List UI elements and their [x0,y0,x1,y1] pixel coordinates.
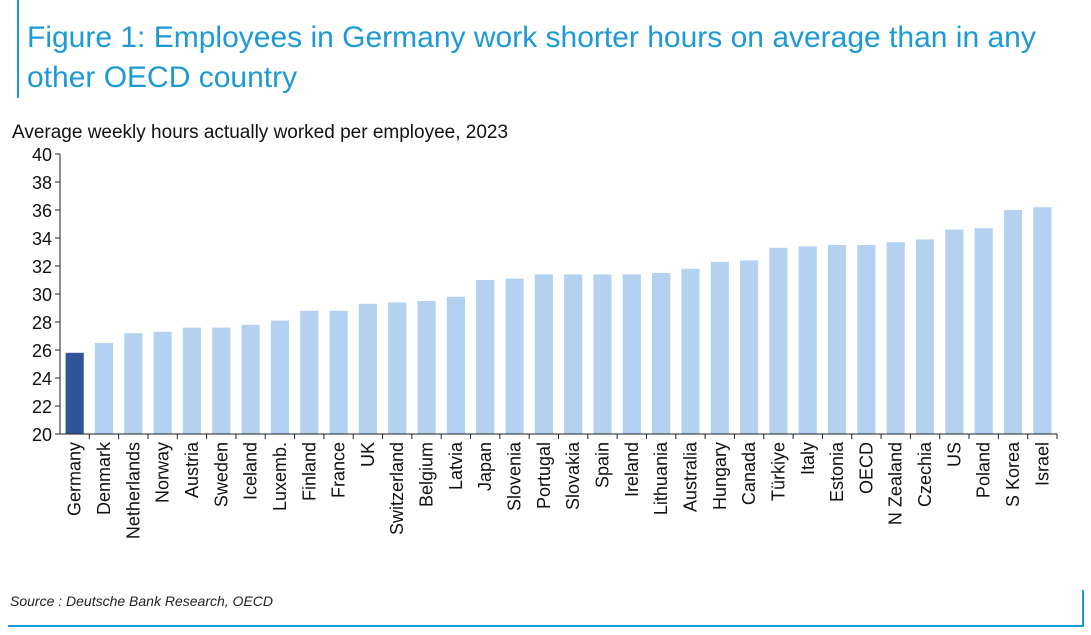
x-tick-label: Netherlands [123,442,143,539]
x-tick-label: Australia [680,441,700,512]
bar-slovakia [564,274,583,434]
y-tick-label: 20 [32,425,52,445]
bar-uk [358,303,377,434]
x-axis: Germany Denmark Netherlands Norway Austria Sw… [60,433,1058,539]
bar-ireland [622,274,641,434]
bar-portugal [534,274,553,434]
bar-latvia [446,296,465,434]
bar-belgium [417,301,436,434]
x-tick-label: Slovakia [563,441,583,510]
x-tick-label: Iceland [241,442,261,500]
y-tick-label: 32 [32,257,52,277]
chart-container: Average weekly hours actually worked per… [0,110,1091,580]
y-tick-label: 28 [32,313,52,333]
y-tick-label: 24 [32,369,52,389]
x-tick-label: Israel [1032,442,1052,486]
x-tick-label: N Zealand [886,442,906,525]
y-tick-label: 36 [32,201,52,221]
y-tick-label: 40 [32,145,52,165]
bar-norway [153,331,172,434]
bar-chart: Average weekly hours actually worked per… [12,122,1058,539]
x-tick-label: Poland [974,442,994,498]
x-tick-label: Ireland [622,442,642,497]
figure-title: Figure 1: Employees in Germany work shor… [27,21,1036,94]
x-tick-label: Austria [182,441,202,498]
bar-poland [974,228,993,434]
bar-sweden [212,327,231,434]
bar-estonia [827,245,847,434]
bar-iceland [241,324,260,434]
x-tick-label: OECD [856,442,876,494]
x-tick-label: US [944,442,964,467]
y-axis: 20 22 24 26 28 30 32 34 36 38 40 [32,145,61,445]
bars [65,207,1052,434]
x-tick-label: Finland [299,442,319,501]
x-tick-label: Italy [798,442,818,475]
bar-slovenia [505,278,524,434]
bar-lithuania [652,273,671,434]
y-tick-label: 26 [32,341,52,361]
x-tick-label: UK [358,442,378,467]
bar-finland [300,310,319,434]
bar-t-rkiye [769,247,788,434]
x-tick-label: Türkiye [768,442,788,501]
x-tick-label: Japan [475,442,495,491]
bar-italy [798,246,817,434]
x-tick-label: Lithuania [651,441,671,515]
title-accent-rule [17,0,19,98]
bar-switzerland [388,302,407,434]
bar-canada [740,260,759,434]
bar-hungary [710,261,729,434]
x-tick-label: Germany [65,442,85,516]
x-tick-label: Luxemb. [270,442,290,511]
x-tick-label: Spain [592,442,612,488]
x-tick-label: S Korea [1003,441,1023,507]
chart-subtitle: Average weekly hours actually worked per… [12,122,508,143]
source-note: Source : Deutsche Bank Research, OECD [10,593,274,609]
x-tick-label: Czechia [915,441,935,507]
bar-denmark [94,343,114,434]
x-tick-label: Canada [739,441,759,505]
bar-s-korea [1003,210,1023,434]
y-tick-label: 22 [32,397,52,417]
y-tick-label: 34 [32,229,52,249]
x-tick-label: Estonia [827,441,847,502]
bar-france [329,310,348,434]
x-tick-label: Norway [153,442,173,503]
bar-japan [476,280,495,434]
bar-germany [65,352,84,434]
bar-israel [1033,207,1052,434]
x-tick-label: Hungary [710,442,730,510]
x-tick-label: France [329,442,349,498]
footer-accent-rule [8,625,1084,627]
x-tick-label: Latvia [446,441,466,490]
x-tick-label: Slovenia [505,441,525,511]
bar-australia [681,268,700,434]
x-tick-label: Sweden [211,442,231,507]
bar-n-zealand [886,242,905,434]
y-tick-label: 38 [32,173,52,193]
footer-accent-rule-right [1082,590,1084,627]
bar-us [945,229,964,434]
x-tick-label: Belgium [417,442,437,507]
bar-czechia [915,239,935,434]
y-tick-label: 30 [32,285,52,305]
bar-luxemb- [270,320,290,434]
bar-spain [593,274,612,434]
x-tick-label: Denmark [94,441,114,515]
x-tick-label: Portugal [534,442,554,509]
bar-austria [182,327,202,434]
bar-oecd [857,245,876,434]
bar-netherlands [124,333,143,434]
x-tick-label: Switzerland [387,442,407,535]
